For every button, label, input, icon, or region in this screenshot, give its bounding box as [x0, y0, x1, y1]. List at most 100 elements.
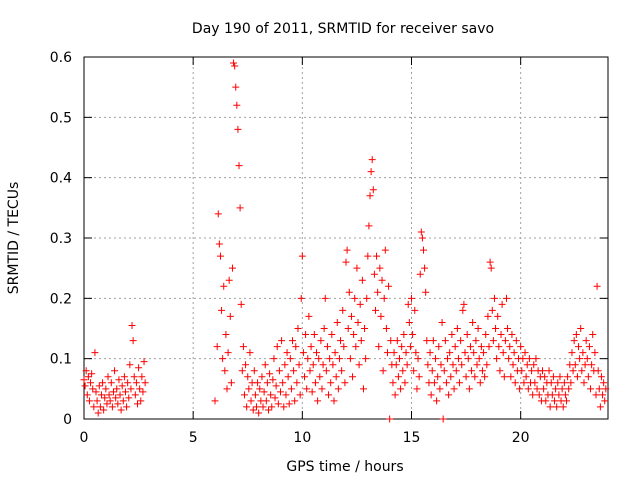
data-point	[600, 379, 608, 387]
data-point	[394, 373, 402, 381]
data-point	[463, 331, 471, 339]
data-point	[274, 400, 282, 408]
data-point	[448, 331, 456, 339]
data-point	[92, 388, 100, 396]
data-point	[105, 391, 113, 399]
data-point	[380, 294, 388, 302]
data-point	[254, 379, 262, 387]
data-point	[572, 331, 580, 339]
data-point	[553, 403, 561, 411]
data-point	[297, 294, 305, 302]
data-point	[565, 385, 573, 393]
data-point	[549, 373, 557, 381]
data-point	[582, 337, 590, 345]
data-point	[459, 306, 467, 314]
data-point	[309, 361, 317, 369]
data-point	[226, 312, 234, 320]
data-point	[434, 373, 442, 381]
data-point	[439, 415, 447, 423]
data-point	[342, 258, 350, 266]
data-point	[551, 397, 559, 405]
data-point	[378, 276, 386, 284]
data-point	[547, 379, 555, 387]
data-point	[116, 391, 124, 399]
data-point	[323, 343, 331, 351]
data-point	[291, 397, 299, 405]
data-point	[221, 367, 229, 375]
data-point	[428, 367, 436, 375]
data-point	[509, 361, 517, 369]
data-point	[374, 288, 382, 296]
data-point	[518, 367, 526, 375]
data-point	[328, 331, 336, 339]
data-point	[262, 397, 270, 405]
data-point	[346, 355, 354, 363]
data-point	[233, 101, 241, 109]
data-point	[107, 379, 115, 387]
data-point	[422, 288, 430, 296]
data-point	[280, 403, 288, 411]
data-point	[279, 379, 287, 387]
data-point	[409, 331, 417, 339]
data-point	[540, 385, 548, 393]
data-point	[266, 370, 274, 378]
data-point	[585, 343, 593, 351]
data-point	[454, 355, 462, 363]
data-point	[487, 264, 495, 272]
data-point	[410, 367, 418, 375]
data-point	[545, 367, 553, 375]
data-point	[576, 355, 584, 363]
data-point	[132, 379, 140, 387]
data-point	[561, 391, 569, 399]
data-point	[242, 361, 250, 369]
data-point	[500, 373, 508, 381]
data-point	[251, 391, 259, 399]
data-point	[564, 373, 572, 381]
data-point	[398, 343, 406, 351]
data-point	[405, 318, 413, 326]
data-point	[344, 325, 352, 332]
data-point	[230, 59, 238, 67]
data-point	[225, 276, 233, 284]
data-point	[314, 397, 322, 405]
data-point	[306, 367, 314, 375]
data-point	[430, 379, 438, 387]
data-point	[424, 361, 432, 369]
data-point	[496, 367, 504, 375]
x-tick-label: 5	[189, 430, 198, 446]
data-point	[451, 343, 459, 351]
data-point	[483, 361, 491, 369]
data-point	[560, 379, 568, 387]
data-point	[367, 168, 375, 176]
data-point	[521, 349, 529, 357]
data-point	[592, 391, 600, 399]
data-point	[522, 373, 530, 381]
data-point	[310, 331, 318, 339]
data-point	[569, 367, 577, 375]
data-point	[413, 385, 421, 393]
data-point	[81, 382, 89, 390]
data-point	[450, 385, 458, 393]
data-point	[287, 385, 295, 393]
data-point	[583, 355, 591, 363]
data-point	[258, 373, 266, 381]
data-point	[391, 391, 399, 399]
data-point	[535, 391, 543, 399]
data-point	[296, 391, 304, 399]
data-point	[476, 379, 484, 387]
data-point	[260, 388, 268, 396]
data-point	[517, 343, 525, 351]
y-axis-label: SRMTID / TECUs	[6, 182, 22, 295]
data-point	[356, 300, 364, 308]
data-point	[577, 325, 585, 332]
data-point	[478, 367, 486, 375]
data-point	[392, 361, 400, 369]
data-point	[488, 306, 496, 314]
data-point	[318, 385, 326, 393]
data-point	[315, 355, 323, 363]
data-point	[499, 349, 507, 357]
data-point	[114, 400, 122, 408]
data-point	[464, 355, 472, 363]
y-tick-label: 0.3	[50, 231, 72, 247]
data-point	[414, 355, 422, 363]
